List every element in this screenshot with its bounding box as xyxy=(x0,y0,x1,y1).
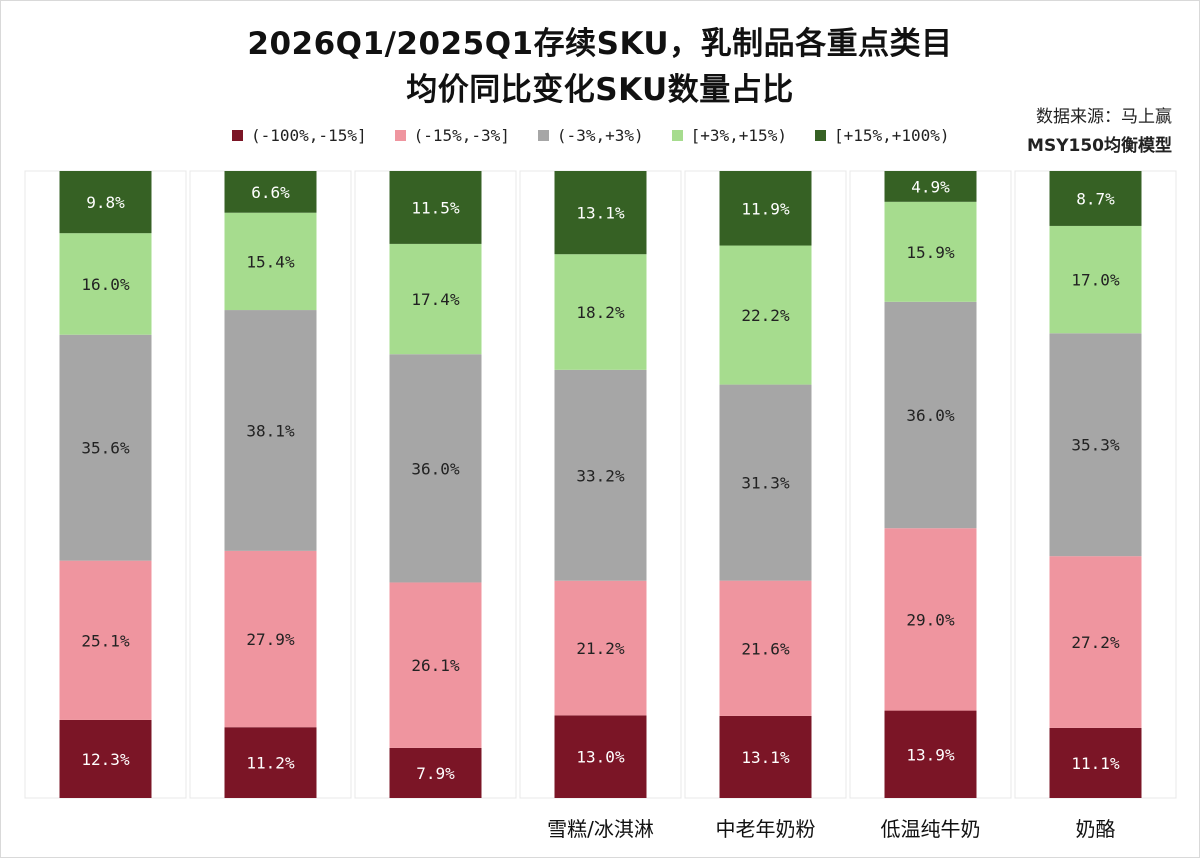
bar-segment-band-midhigh xyxy=(59,233,152,335)
bar-segment-band-high xyxy=(554,171,647,255)
data-label-band-mid: 36.0% xyxy=(411,459,460,478)
legend-label-band-low: (-100%,-15%] xyxy=(251,125,367,145)
bar-segment-band-mid xyxy=(59,334,152,561)
category-label: 雪糕/冰淇淋 xyxy=(547,817,654,841)
data-model-label: MSY150均衡模型 xyxy=(1027,136,1172,156)
bar-segment-band-midlow xyxy=(884,528,977,711)
legend-swatch-band-midhigh xyxy=(671,129,683,141)
bar-segment-band-mid xyxy=(224,310,317,551)
bar-segment-band-midhigh xyxy=(389,243,482,355)
data-label-band-low: 7.9% xyxy=(416,764,455,783)
data-label-band-midlow: 27.9% xyxy=(246,630,295,649)
data-label-band-midlow: 21.2% xyxy=(576,639,625,658)
legend-swatch-band-mid xyxy=(537,129,549,141)
category-label: 低温纯牛奶 xyxy=(881,817,981,841)
bar-segment-band-low xyxy=(59,719,152,798)
bar-segment-band-midhigh xyxy=(224,212,317,311)
data-label-band-midhigh: 17.0% xyxy=(1071,271,1120,290)
bar-segment-band-mid xyxy=(719,384,812,581)
bar-segment-band-low xyxy=(884,710,977,798)
legend-swatch-band-midlow xyxy=(394,129,406,141)
data-label-band-low: 11.1% xyxy=(1071,754,1120,773)
bar-segment-band-high xyxy=(1049,171,1142,226)
data-label-band-high: 11.9% xyxy=(741,199,790,218)
bar-segment-band-low xyxy=(389,747,482,798)
legend-label-band-mid: (-3%,+3%) xyxy=(556,125,644,145)
bar-segment-band-mid xyxy=(884,301,977,529)
data-label-band-mid: 35.6% xyxy=(81,439,130,458)
data-label-band-midhigh: 15.9% xyxy=(906,243,955,262)
data-label-band-mid: 33.2% xyxy=(576,466,625,485)
data-label-band-midlow: 29.0% xyxy=(906,610,955,629)
data-label-band-high: 4.9% xyxy=(911,177,950,196)
data-source-label: 数据来源：马上赢 xyxy=(1036,107,1172,127)
data-label-band-low: 11.2% xyxy=(246,754,295,773)
legend-label-band-high: [+15%,+100%) xyxy=(833,125,950,145)
data-label-band-high: 11.5% xyxy=(411,198,460,217)
data-label-band-midhigh: 17.4% xyxy=(411,290,460,309)
bar-segment-band-midlow xyxy=(389,582,482,748)
bar-segment-band-high xyxy=(224,171,317,213)
legend-swatch-band-high xyxy=(814,129,826,141)
data-label-band-high: 9.8% xyxy=(86,193,125,212)
bar-segment-band-midhigh xyxy=(884,201,977,302)
bar-segment-band-high xyxy=(884,171,977,202)
bar-segment-band-high xyxy=(59,171,152,234)
data-label-band-midhigh: 18.2% xyxy=(576,303,625,322)
legend-label-band-midlow: (-15%,-3%] xyxy=(413,125,510,145)
data-label-band-low: 13.1% xyxy=(741,748,790,767)
bar-segment-band-low xyxy=(224,727,317,798)
bar-segment-band-high xyxy=(719,171,812,246)
bar-segment-band-midlow xyxy=(719,580,812,716)
data-label-band-midlow: 25.1% xyxy=(81,631,130,650)
data-label-band-mid: 31.3% xyxy=(741,474,790,493)
data-label-band-midhigh: 22.2% xyxy=(741,306,790,325)
bar-segment-band-mid xyxy=(554,369,647,581)
bar-segment-band-mid xyxy=(389,354,482,583)
chart-title-line2: 均价同比变化SKU数量占比 xyxy=(406,72,794,108)
legend-item-band-low: (-100%,-15%] xyxy=(232,126,367,145)
data-label-band-low: 12.3% xyxy=(81,750,130,769)
bar-segment-band-midlow xyxy=(1049,556,1142,728)
bar-segment-band-low xyxy=(554,715,647,798)
bar-segment-band-low xyxy=(719,715,812,798)
chart-title-line1: 2026Q1/2025Q1存续SKU，乳制品各重点类目 xyxy=(247,26,953,62)
legend-item-band-mid: (-3%,+3%) xyxy=(537,125,644,145)
bar-segment-band-midlow xyxy=(224,550,317,728)
data-label-band-mid: 35.3% xyxy=(1071,436,1120,455)
data-label-band-midlow: 26.1% xyxy=(411,656,460,675)
legend-swatch-band-low xyxy=(232,129,243,141)
legend-item-band-midhigh: [+3%,+15%) xyxy=(671,125,787,145)
data-label-band-mid: 38.1% xyxy=(246,421,295,440)
data-label-band-low: 13.9% xyxy=(906,745,955,764)
bar-segment-band-midhigh xyxy=(719,245,812,385)
chart-legend: (-100%,-15%] (-15%,-3%] (-3%,+3%) [+3%,+… xyxy=(232,124,950,146)
data-label-band-midlow: 21.6% xyxy=(741,639,790,658)
legend-item-band-high: [+15%,+100%) xyxy=(814,125,950,145)
bar-segment-band-high xyxy=(389,171,482,244)
data-label-band-midhigh: 16.0% xyxy=(81,275,130,294)
data-label-band-low: 13.0% xyxy=(576,748,625,767)
data-label-band-high: 8.7% xyxy=(1076,189,1115,208)
data-label-band-high: 6.6% xyxy=(251,183,290,202)
bar-segment-band-midhigh xyxy=(554,254,647,370)
bar-segment-band-midlow xyxy=(554,580,647,716)
bar-segment-band-low xyxy=(1049,727,1142,798)
data-label-band-midlow: 27.2% xyxy=(1071,633,1120,652)
category-label: 中老年奶粉 xyxy=(716,817,816,841)
data-label-band-high: 13.1% xyxy=(576,204,625,223)
legend-item-band-midlow: (-15%,-3%] xyxy=(394,125,510,145)
bar-segment-band-midhigh xyxy=(1049,225,1142,334)
data-label-band-mid: 36.0% xyxy=(906,406,955,425)
category-label: 奶酪 xyxy=(1076,817,1116,841)
bar-segment-band-midlow xyxy=(59,560,152,720)
legend-label-band-midhigh: [+3%,+15%) xyxy=(690,125,787,145)
data-label-band-midhigh: 15.4% xyxy=(246,252,295,271)
bar-segment-band-mid xyxy=(1049,333,1142,557)
